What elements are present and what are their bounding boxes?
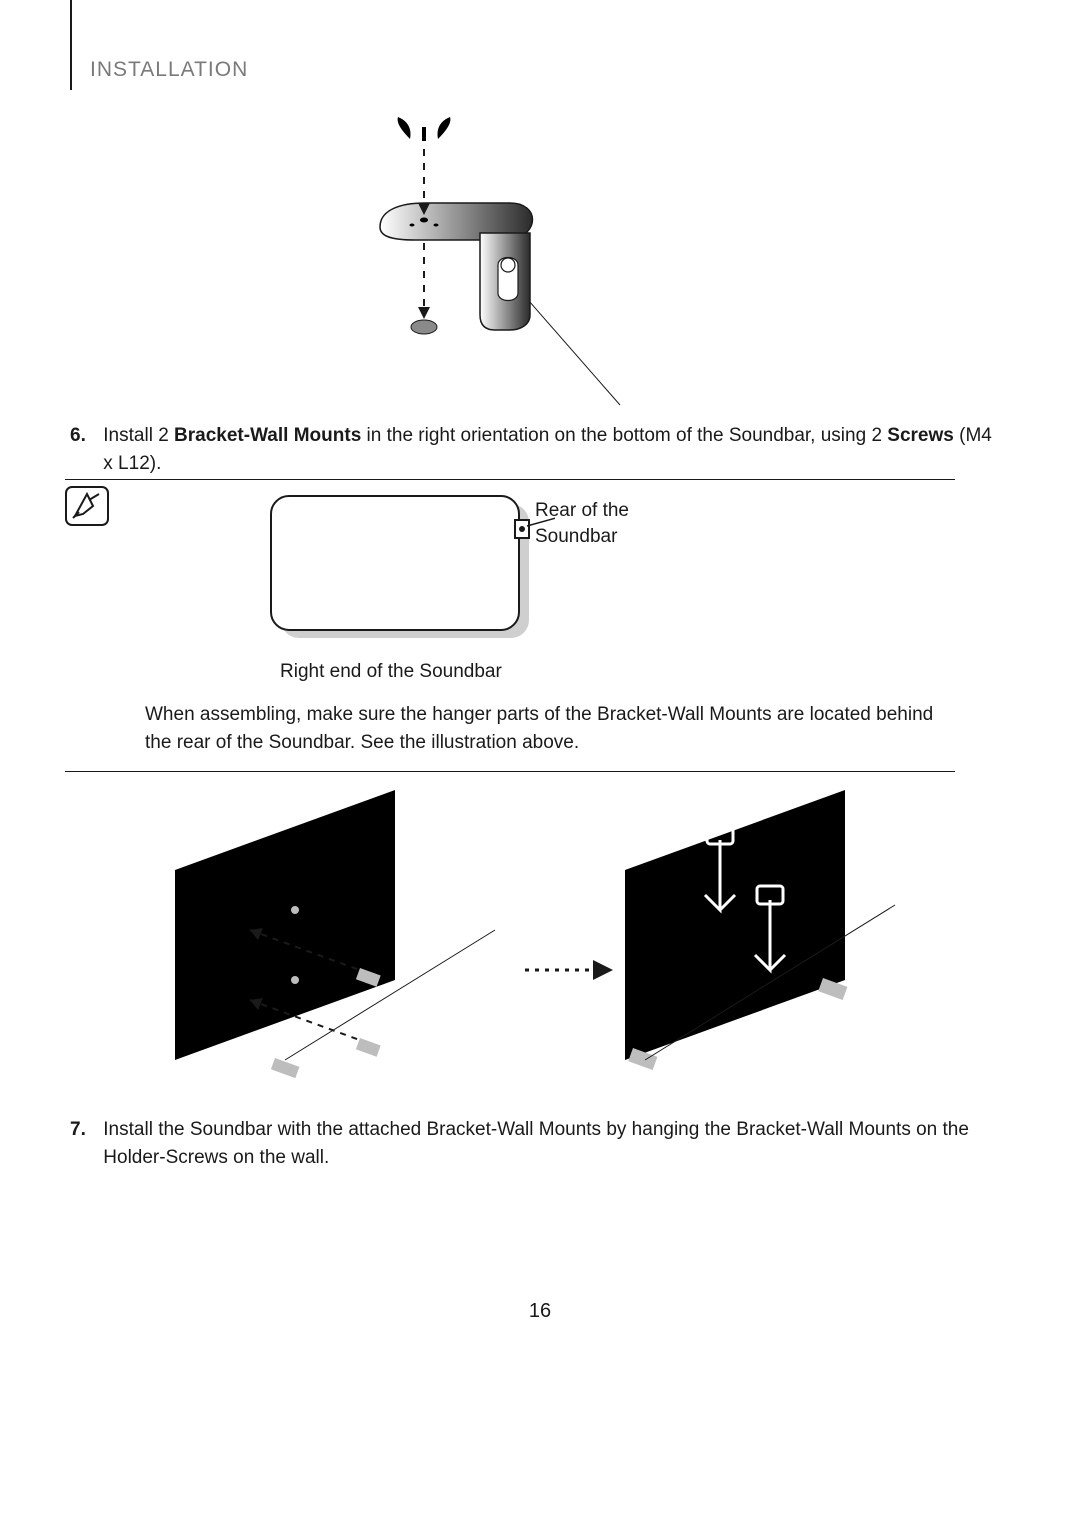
section-title: INSTALLATION — [90, 58, 248, 82]
step-6-number: 6. — [70, 422, 98, 450]
page-number: 16 — [0, 1300, 1080, 1323]
bracket-screw-figure — [360, 115, 640, 415]
step-6-text: Install 2 Bracket-Wall Mounts in the rig… — [103, 422, 1003, 478]
step-7-number: 7. — [70, 1116, 98, 1144]
note-text: When assembling, make sure the hanger pa… — [145, 701, 955, 757]
step-6-bold-a: Bracket-Wall Mounts — [174, 425, 361, 446]
manual-page: INSTALLATION — [0, 0, 1080, 1532]
right-end-caption: Right end of the Soundbar — [280, 661, 955, 683]
rear-of-soundbar-label: Rear of the Soundbar — [535, 498, 629, 550]
wall-mount-figure — [155, 790, 915, 1090]
step-6-bold-b: Screws — [887, 425, 954, 446]
left-vertical-rule — [70, 0, 72, 90]
step-6-text-a: Install 2 — [103, 425, 174, 446]
note-box: Rear of the Soundbar Right end of the So… — [65, 479, 955, 772]
note-icon — [65, 486, 109, 526]
step-7-text: Install the Soundbar with the attached B… — [103, 1116, 1003, 1172]
step-6: 6. Install 2 Bracket-Wall Mounts in the … — [70, 422, 1020, 478]
step-7: 7. Install the Soundbar with the attache… — [70, 1116, 1020, 1172]
step-6-text-b: in the right orientation on the bottom o… — [361, 425, 887, 446]
